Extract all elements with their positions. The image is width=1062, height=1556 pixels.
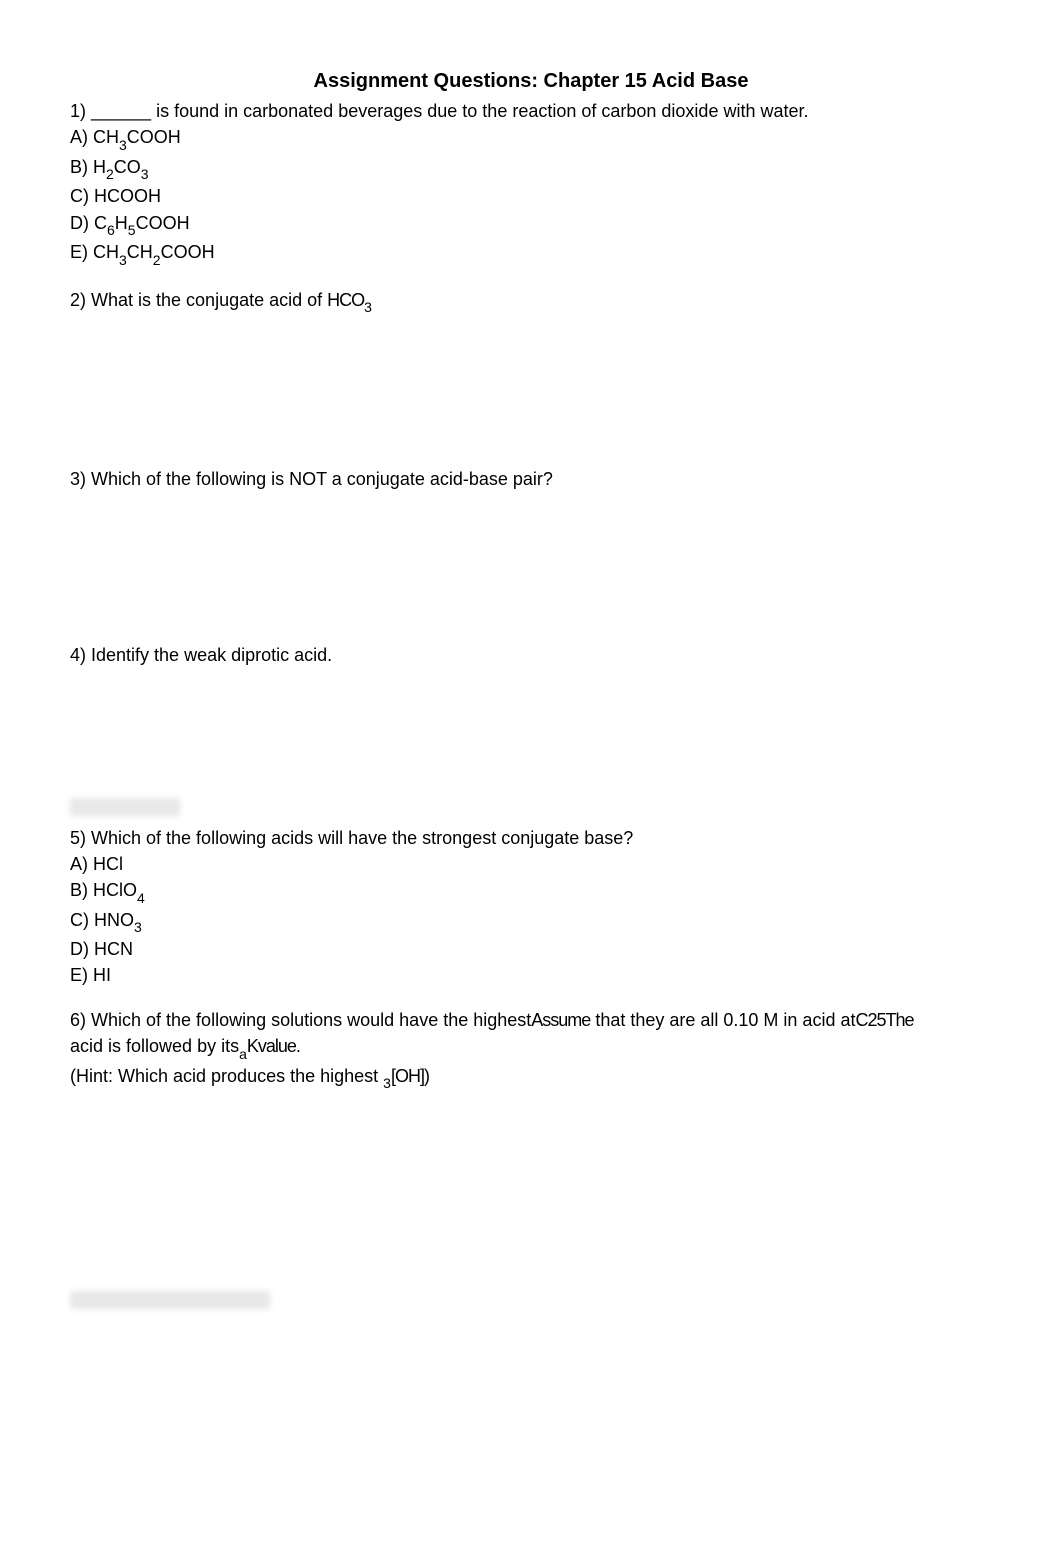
q6-l3-p1: (Hint: Which acid produces the highest: [70, 1066, 383, 1086]
q1-option-b: B) H2CO3: [70, 155, 992, 182]
q1b-sub1: 2: [106, 166, 114, 182]
page-title: Assignment Questions: Chapter 15 Acid Ba…: [70, 70, 992, 93]
q6-l1-p1: 6) Which of the following solutions woul…: [70, 1010, 531, 1030]
blurred-answer-q6: [70, 1291, 270, 1309]
q1d-suffix: COOH: [136, 213, 190, 233]
q2-text: 2) What is the conjugate acid of HCO3: [70, 288, 992, 315]
q5c-sub1: 3: [134, 919, 142, 935]
q5-option-c: C) HNO3: [70, 908, 992, 935]
q1e-prefix: E) CH: [70, 242, 119, 262]
q2-sub: 3: [364, 299, 372, 315]
q1a-sub1: 3: [119, 137, 127, 153]
q5c-prefix: C) HNO: [70, 910, 134, 930]
q6-l3-g: [OH]): [391, 1066, 429, 1086]
q5-option-d: D) HCN: [70, 937, 992, 961]
q1-option-d: D) C6H5COOH: [70, 211, 992, 238]
q6-l1-p2: that they are all 0.10 M in acid at: [590, 1010, 855, 1030]
q6-l2-p1: acid is followed by its: [70, 1036, 239, 1056]
q2-prefix: 2) What is the conjugate acid of: [70, 290, 327, 310]
q6-l2-g: Kvalue.: [247, 1036, 300, 1056]
q1-option-e: E) CH3CH2COOH: [70, 240, 992, 267]
q1-option-c: C) HCOOH: [70, 184, 992, 208]
q6-line2: acid is followed by itsaKvalue.: [70, 1034, 992, 1061]
q1b-mid: CO: [114, 157, 141, 177]
q1e-mid: CH: [127, 242, 153, 262]
q1e-suffix: COOH: [161, 242, 215, 262]
q1a-suffix: COOH: [127, 127, 181, 147]
q4-text: 4) Identify the weak diprotic acid.: [70, 643, 992, 667]
q1d-sub2: 5: [128, 222, 136, 238]
q6-l1-g2: C25The: [855, 1010, 913, 1030]
q1d-prefix: D) C: [70, 213, 107, 233]
q1e-sub2: 2: [153, 252, 161, 268]
q1-text: 1) ______ is found in carbonated beverag…: [70, 99, 992, 123]
q6-line3: (Hint: Which acid produces the highest 3…: [70, 1064, 992, 1091]
q5-option-b: B) HClO4: [70, 878, 992, 905]
blurred-answer-q4: [70, 798, 180, 816]
q1b-prefix: B) H: [70, 157, 106, 177]
q3-text: 3) Which of the following is NOT a conju…: [70, 467, 992, 491]
q1b-sub2: 3: [141, 166, 149, 182]
q6-line1: 6) Which of the following solutions woul…: [70, 1008, 992, 1032]
q1d-sub1: 6: [107, 222, 115, 238]
q5-option-a: A) HCl: [70, 852, 992, 876]
q6-l1-g1: Assume: [531, 1010, 590, 1030]
q5b-sub1: 4: [137, 890, 145, 906]
q1-option-a: A) CH3COOH: [70, 125, 992, 152]
q6-l3-sub: 3: [383, 1075, 391, 1091]
q1e-sub1: 3: [119, 252, 127, 268]
q5b-prefix: B) HClO: [70, 880, 137, 900]
q1d-mid: H: [115, 213, 128, 233]
q2-garbled: HCO: [327, 290, 364, 310]
q6-l2-sub: a: [239, 1046, 247, 1062]
q5-option-e: E) HI: [70, 963, 992, 987]
q1a-prefix: A) CH: [70, 127, 119, 147]
q5-text: 5) Which of the following acids will hav…: [70, 826, 992, 850]
